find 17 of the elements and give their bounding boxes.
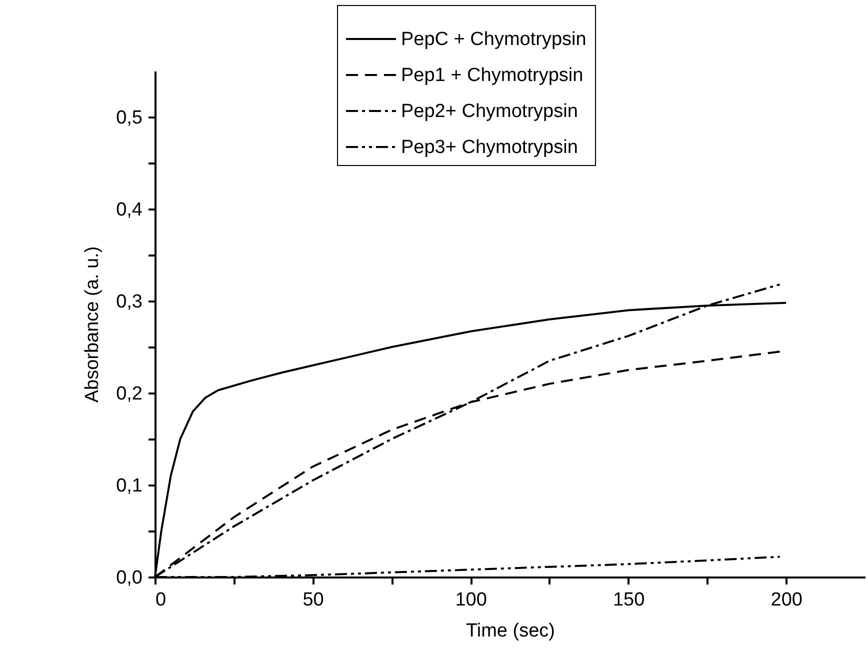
legend-label: PepC + Chymotrypsin (401, 29, 586, 50)
y-axis-title: Absorbance (a. u.) (82, 246, 104, 403)
x-axis-title: Time (sec) (466, 620, 556, 642)
y-tick-label: 0,0 (116, 568, 142, 588)
x-tick-label: 200 (770, 590, 802, 610)
legend-label: Pep1 + Chymotrypsin (401, 65, 584, 86)
y-tick-label: 0,3 (116, 292, 142, 312)
legend-label: Pep2+ Chymotrypsin (401, 101, 578, 122)
y-tick-label: 0,5 (116, 108, 142, 128)
y-tick-label: 0,2 (116, 384, 142, 404)
y-tick-label: 0,4 (116, 200, 143, 220)
x-tick-label: 150 (612, 590, 645, 610)
x-tick-label: 0 (156, 590, 166, 610)
x-tick-label: 100 (455, 590, 487, 610)
x-tick-label: 50 (302, 590, 324, 610)
y-tick-label: 0,1 (116, 476, 142, 496)
legend-label: Pep3+ Chymotrypsin (401, 137, 578, 158)
